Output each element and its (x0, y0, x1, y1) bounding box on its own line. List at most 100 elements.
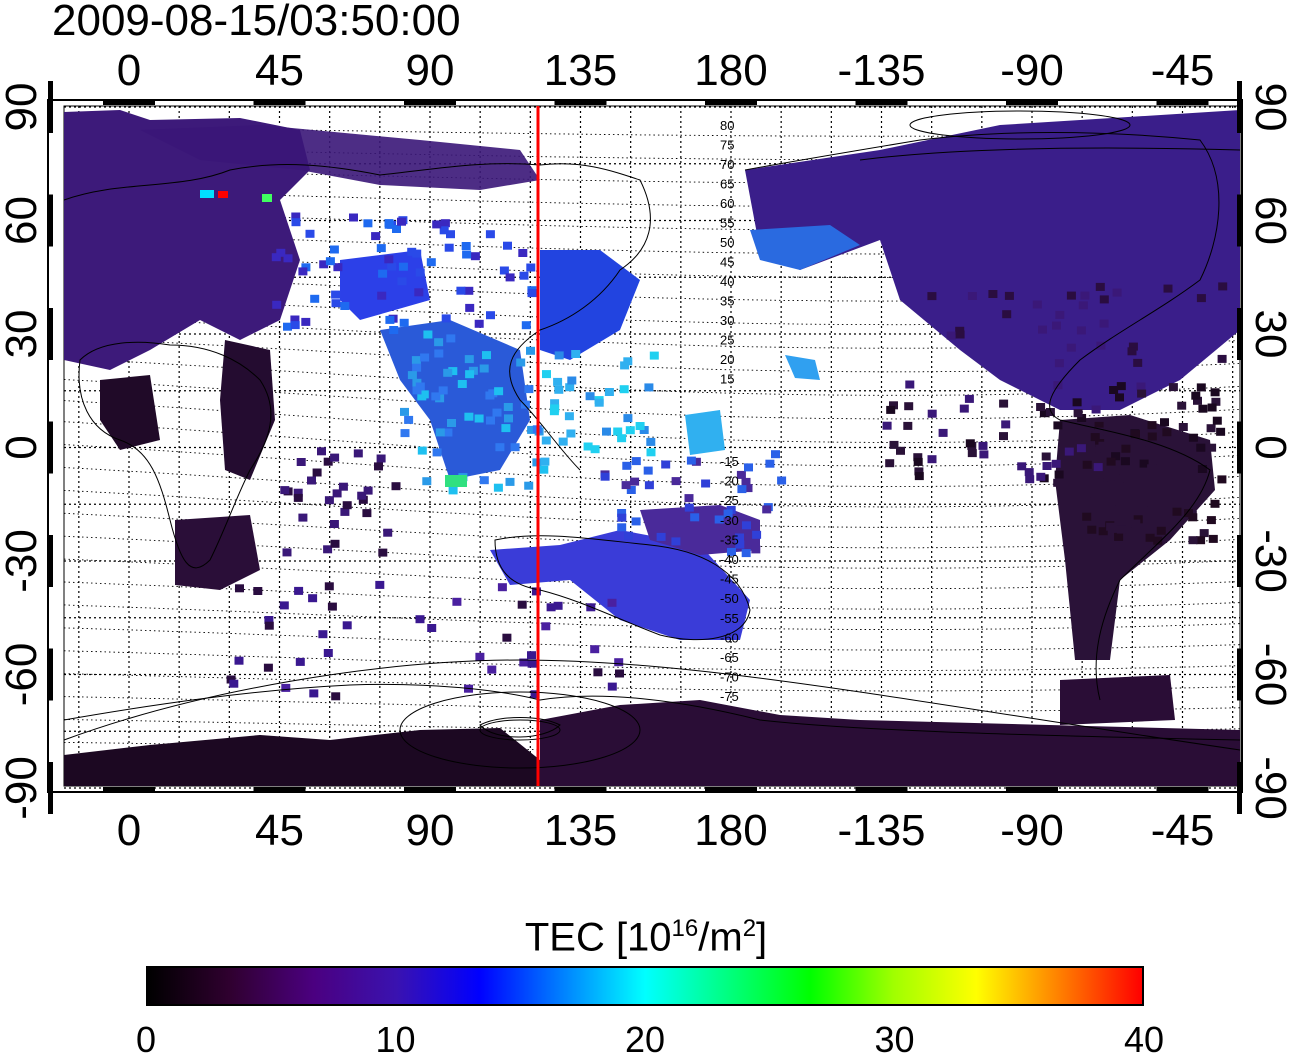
tec-data-square (661, 460, 671, 469)
tec-data-square (505, 273, 515, 282)
tec-data-square (324, 582, 334, 591)
tec-data-square (486, 311, 495, 320)
tec-region-australia (490, 530, 750, 640)
tec-data-square (691, 457, 701, 466)
tec-data-square (331, 299, 341, 308)
tec-data-square (1099, 295, 1109, 304)
tec-data-square (415, 382, 425, 391)
tec-data-square (329, 245, 339, 254)
tec-data-square (1066, 343, 1076, 352)
tec-data-square (317, 447, 326, 456)
colorbar-tick-label: 30 (874, 1019, 915, 1060)
frame-tick (1237, 81, 1242, 133)
tec-data-square (614, 658, 624, 667)
tec-data-square (1188, 536, 1198, 545)
contour-line (63, 467, 1241, 508)
tec-data-square (1172, 480, 1182, 488)
colorbar-title-text: TEC [10 (524, 915, 672, 960)
tec-data-square (446, 230, 455, 239)
tec-data-square (590, 445, 600, 454)
frame-tick (48, 421, 53, 474)
colorbar-title: TEC [1016/m2] (0, 906, 1292, 960)
bottom-lon-label: 180 (694, 806, 767, 855)
tec-data-square (617, 509, 627, 517)
tec-data-square (524, 385, 534, 394)
tec-data-square (737, 485, 747, 494)
tec-data-square (399, 318, 409, 327)
right-lat-label: -30 (1246, 529, 1292, 593)
tec-data-square (387, 262, 397, 271)
tec-data-square (362, 509, 372, 518)
tec-data-square (1100, 449, 1110, 458)
tec-data-square (1109, 386, 1119, 394)
tec-data-square (293, 493, 303, 502)
tec-data-square (443, 368, 453, 377)
tec-data-square (464, 355, 474, 364)
tec-data-square (1211, 397, 1221, 406)
tec-data-square (371, 232, 381, 241)
tec-data-square (714, 515, 724, 524)
tec-data-square (1116, 517, 1126, 526)
right-lat-label: 90 (1246, 83, 1292, 132)
tec-data-square (762, 505, 772, 514)
tec-data-square (1036, 403, 1046, 411)
contour-label: 55 (720, 216, 734, 231)
tec-data-square (1131, 430, 1140, 439)
tec-data-square (1147, 421, 1157, 430)
tec-data-square (1188, 433, 1198, 442)
right-lat-label: -60 (1246, 643, 1292, 707)
tec-data-square (1218, 282, 1228, 291)
tec-data-square (1081, 489, 1091, 498)
bottom-lon-label: 0 (117, 806, 141, 855)
tec-data-square (889, 401, 898, 410)
tec-data-square (1110, 472, 1120, 481)
top-lon-label: 45 (255, 46, 304, 95)
top-lon-label: 180 (694, 46, 767, 95)
tec-data-square (1073, 409, 1083, 418)
tec-data-square (493, 483, 503, 492)
tec-data-square (432, 448, 442, 457)
tec-data-square (1139, 459, 1149, 468)
tec-data-square (1175, 452, 1184, 461)
tec-data-square (479, 476, 489, 485)
tec-data-square (1051, 459, 1061, 468)
tec-data-square (290, 321, 300, 330)
tec-data-square (448, 486, 458, 495)
tec-data-square (626, 486, 636, 494)
tec-data-square (282, 548, 292, 557)
tec-data-square (604, 388, 614, 396)
tec-data-square (531, 587, 541, 596)
frame-tick (1237, 648, 1242, 701)
tec-data-square (271, 253, 281, 262)
tec-data-square (617, 523, 627, 532)
tec-data-square (777, 476, 787, 485)
tec-data-square (938, 428, 948, 437)
tec-data-square (438, 386, 448, 395)
left-lat-label: 60 (0, 196, 46, 245)
tec-data-square (646, 448, 656, 457)
tec-data-square (323, 649, 333, 657)
tec-data-square (624, 531, 633, 540)
top-lon-label: -45 (1151, 46, 1215, 95)
tec-data-square (663, 515, 673, 524)
tec-data-square (419, 390, 429, 399)
tec-data-square (400, 407, 409, 416)
tec-hotspot-cyan (200, 190, 214, 198)
tec-data-square (1210, 499, 1220, 508)
tec-data-square (567, 376, 577, 385)
tec-data-square (296, 458, 306, 466)
tec-data-square (615, 669, 624, 678)
tec-region-alaska-blue (750, 225, 860, 270)
tec-data-square (955, 330, 965, 339)
tec-data-square (333, 263, 343, 272)
tec-data-square (541, 622, 551, 631)
tec-data-square (1042, 462, 1052, 470)
tec-data-square (896, 446, 905, 455)
tec-data-square (1111, 452, 1121, 461)
tec-data-square (1152, 444, 1161, 453)
colorbar-tick-label: 20 (624, 1019, 666, 1060)
tec-data-square (566, 429, 576, 438)
tec-data-square (283, 322, 292, 331)
tec-data-square (1162, 428, 1172, 437)
tec-data-square (330, 453, 340, 462)
